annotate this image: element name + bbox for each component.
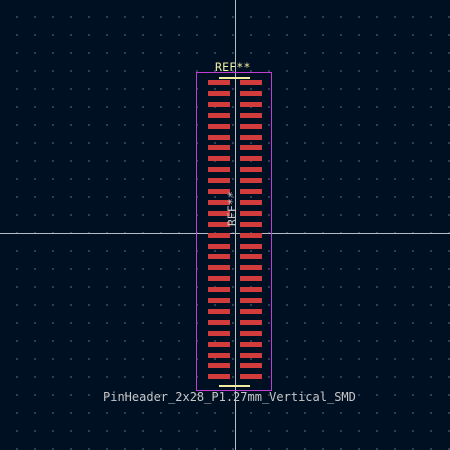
smd-pad[interactable] [208, 211, 230, 216]
smd-pad[interactable] [208, 200, 230, 205]
smd-pad[interactable] [208, 233, 230, 238]
courtyard-outline [196, 72, 272, 391]
smd-pad[interactable] [240, 276, 262, 281]
smd-pad[interactable] [208, 353, 230, 358]
smd-pad[interactable] [240, 178, 262, 183]
smd-pad[interactable] [240, 135, 262, 140]
smd-pad[interactable] [208, 135, 230, 140]
smd-pad[interactable] [208, 222, 230, 227]
smd-pad[interactable] [208, 320, 230, 325]
smd-pad[interactable] [208, 309, 230, 314]
smd-pad[interactable] [208, 265, 230, 270]
smd-pad[interactable] [240, 331, 262, 336]
smd-pad[interactable] [240, 244, 262, 249]
smd-pad[interactable] [240, 320, 262, 325]
smd-pad[interactable] [240, 102, 262, 107]
reference-designator-silk[interactable]: REF** [215, 60, 251, 74]
silkscreen-bottom-line [219, 385, 250, 387]
smd-pad[interactable] [208, 167, 230, 172]
smd-pad[interactable] [240, 287, 262, 292]
smd-pad[interactable] [240, 309, 262, 314]
smd-pad[interactable] [240, 200, 262, 205]
smd-pad[interactable] [208, 113, 230, 118]
smd-pad[interactable] [208, 102, 230, 107]
smd-pad[interactable] [208, 156, 230, 161]
smd-pad[interactable] [240, 298, 262, 303]
smd-pad[interactable] [240, 363, 262, 368]
smd-pad[interactable] [208, 178, 230, 183]
smd-pad[interactable] [208, 298, 230, 303]
smd-pad[interactable] [240, 254, 262, 259]
smd-pad[interactable] [208, 80, 230, 85]
smd-pad[interactable] [240, 80, 262, 85]
smd-pad[interactable] [240, 211, 262, 216]
reference-designator-fab[interactable]: REF** [225, 191, 239, 226]
smd-pad[interactable] [240, 156, 262, 161]
smd-pad[interactable] [208, 276, 230, 281]
smd-pad[interactable] [240, 91, 262, 96]
smd-pad[interactable] [208, 124, 230, 129]
smd-pad[interactable] [208, 331, 230, 336]
smd-pad[interactable] [208, 91, 230, 96]
smd-pad[interactable] [208, 287, 230, 292]
smd-pad[interactable] [208, 244, 230, 249]
smd-pad[interactable] [240, 342, 262, 347]
smd-pad[interactable] [240, 222, 262, 227]
smd-pad[interactable] [208, 363, 230, 368]
smd-pad[interactable] [240, 167, 262, 172]
smd-pad[interactable] [240, 113, 262, 118]
smd-pad[interactable] [240, 124, 262, 129]
smd-pad[interactable] [240, 374, 262, 379]
smd-pad[interactable] [240, 353, 262, 358]
silkscreen-top-line [219, 77, 250, 79]
smd-pad[interactable] [240, 265, 262, 270]
smd-pad[interactable] [240, 233, 262, 238]
footprint-value-label[interactable]: PinHeader_2x28_P1.27mm_Vertical_SMD [103, 390, 356, 404]
crosshair-vertical [235, 0, 236, 450]
smd-pad[interactable] [240, 145, 262, 150]
smd-pad[interactable] [208, 254, 230, 259]
smd-pad[interactable] [208, 145, 230, 150]
smd-pad[interactable] [208, 342, 230, 347]
smd-pad[interactable] [208, 374, 230, 379]
smd-pad[interactable] [240, 189, 262, 194]
smd-pad[interactable] [208, 189, 230, 194]
